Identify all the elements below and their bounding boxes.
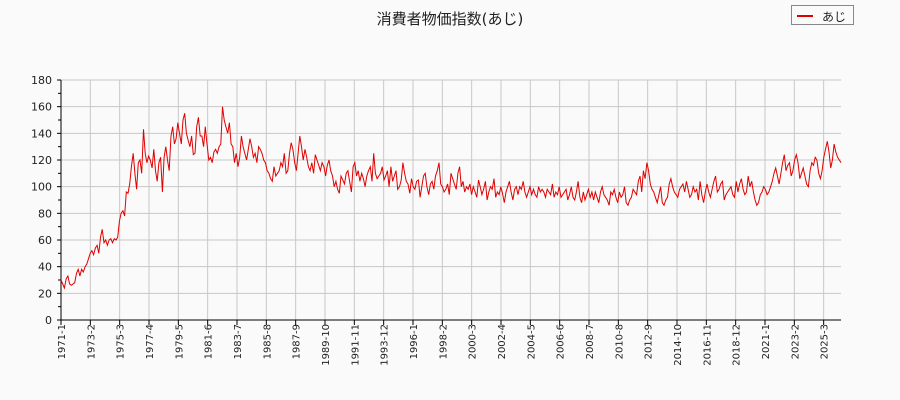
chart-title: 消費者物価指数(あじ) <box>376 10 524 28</box>
x-tick-label: 1985-8 <box>262 324 273 359</box>
x-tick-label: 1993-12 <box>380 324 391 366</box>
x-tick-label: 1989-10 <box>321 324 332 366</box>
x-tick-label: 2004-5 <box>526 324 537 359</box>
x-tick-label: 2006-6 <box>556 324 567 359</box>
y-tick-label: 140 <box>31 127 52 140</box>
x-tick-label: 2014-10 <box>673 324 684 366</box>
y-tick-label: 60 <box>38 234 52 247</box>
y-tick-label: 160 <box>31 101 52 114</box>
x-tick-label: 2021-1 <box>761 324 772 359</box>
x-tick-label: 1981-6 <box>204 324 215 359</box>
data-line <box>60 106 842 290</box>
y-tick-label: 0 <box>45 314 52 327</box>
x-tick-label: 1998-2 <box>438 324 449 359</box>
x-tick-label: 2012-9 <box>644 324 655 359</box>
y-tick-label: 180 <box>31 74 52 87</box>
axes <box>57 79 841 325</box>
x-tick-label: 1996-1 <box>409 324 420 359</box>
x-tick-label: 2002-4 <box>497 324 508 359</box>
x-tick-label: 2025-3 <box>820 324 831 359</box>
legend-label: あじ <box>822 10 847 24</box>
x-tick-label: 2016-11 <box>702 324 713 366</box>
x-tick-label: 2008-7 <box>585 324 596 359</box>
x-tick-label: 2000-3 <box>468 324 479 359</box>
grid <box>61 79 841 320</box>
x-tick-label: 1987-9 <box>292 324 303 359</box>
x-tick-label: 1971-1 <box>57 324 68 359</box>
x-tick-label: 1979-5 <box>174 324 185 359</box>
y-axis-labels: 0 20 40 60 80 100 120 140 160 180 <box>31 74 52 327</box>
x-tick-label: 2023-2 <box>790 324 801 359</box>
x-tick-label: 2010-8 <box>614 324 625 359</box>
x-tick-label: 1975-3 <box>116 324 127 359</box>
x-tick-label: 1991-11 <box>350 324 361 366</box>
x-tick-label: 1983-7 <box>233 324 244 359</box>
y-tick-label: 100 <box>31 181 52 194</box>
legend: あじ <box>791 5 854 25</box>
x-tick-label: 1977-4 <box>145 324 156 359</box>
x-tick-label: 1973-2 <box>86 324 97 359</box>
y-tick-label: 120 <box>31 154 52 167</box>
y-tick-label: 40 <box>38 261 52 274</box>
x-axis-labels: 1971-1 1973-2 1975-3 1977-4 1979-5 1981-6 1983… <box>57 324 831 366</box>
y-tick-label: 80 <box>38 207 52 220</box>
x-tick-label: 2018-12 <box>732 324 743 366</box>
legend-swatch <box>797 15 813 17</box>
y-tick-label: 20 <box>38 287 52 300</box>
